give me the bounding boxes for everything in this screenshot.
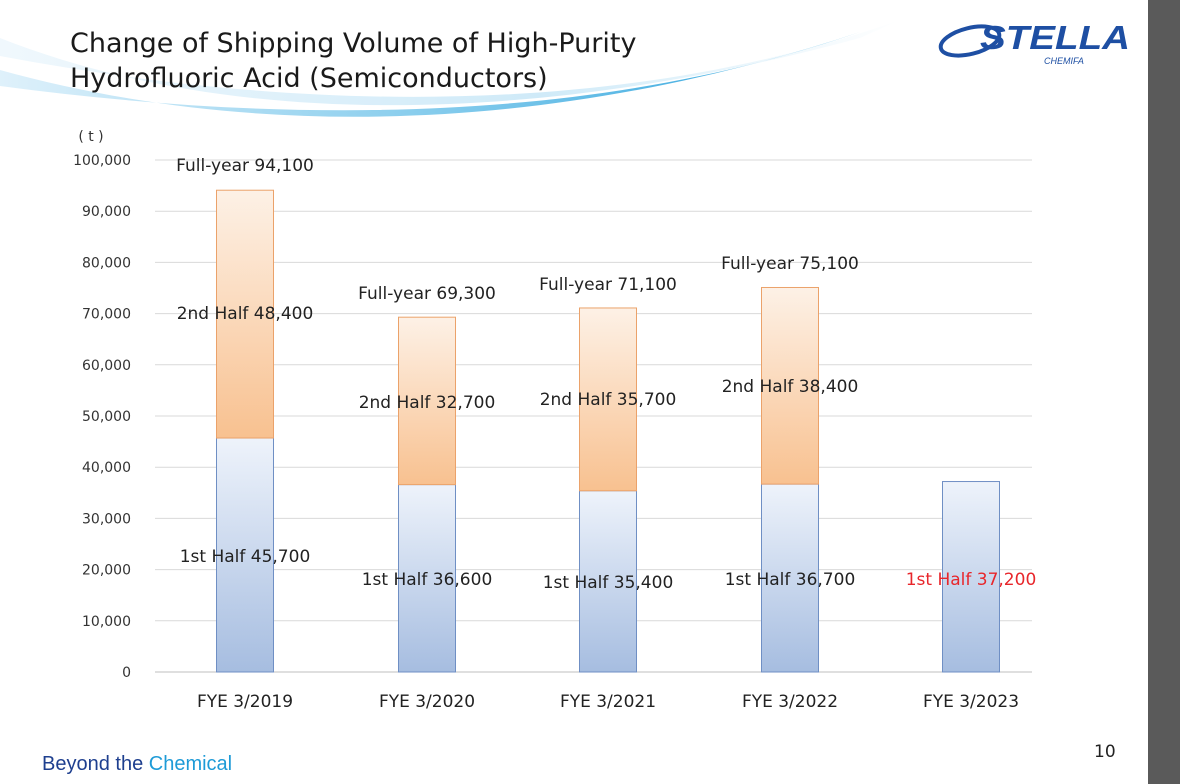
window-side-bar [1148, 0, 1180, 784]
data-label-first-half: 1st Half 36,600 [362, 570, 493, 590]
y-axis-unit-label: ( t ) [78, 129, 103, 145]
stella-chemifa-logo: STELLA CHEMIFA [938, 19, 1130, 66]
slide-title-line-2: Hydrofluoric Acid (Semiconductors) [70, 63, 548, 94]
data-label-first-half: 1st Half 36,700 [725, 570, 856, 590]
y-tick-label: 10,000 [82, 614, 131, 630]
data-label-second-half: 2nd Half 38,400 [722, 377, 859, 397]
y-tick-label: 70,000 [82, 307, 131, 323]
y-tick-label: 90,000 [82, 204, 131, 220]
page-number: 10 [1094, 742, 1116, 762]
footer-tagline: Beyond the Chemical [42, 753, 232, 776]
y-tick-label: 80,000 [82, 255, 131, 271]
y-tick-label: 50,000 [82, 409, 131, 425]
bar-second-half [579, 307, 637, 492]
y-tick-label: 20,000 [82, 563, 131, 579]
slide-title-line-1: Change of Shipping Volume of High-Purity [70, 28, 637, 59]
data-label-second-half: 2nd Half 35,700 [540, 390, 677, 410]
slide: Change of Shipping Volume of High-Purity… [0, 19, 1130, 776]
bar-second-half [761, 286, 819, 485]
chart-bars [216, 189, 1000, 673]
y-tick-label: 30,000 [82, 511, 131, 527]
x-tick-label: FYE 3/2021 [560, 692, 656, 712]
bar-second-half [216, 189, 274, 439]
x-tick-label: FYE 3/2023 [923, 692, 1019, 712]
chart-labels: ( t ) 0 10,000 20,000 30,000 40,000 50,000 60,0… [73, 129, 1036, 712]
logo-subtext: CHEMIFA [1044, 56, 1084, 66]
footer-tagline-part2: Chemical [148, 753, 233, 775]
bar-first-half [398, 484, 456, 673]
data-label-second-half: 2nd Half 48,400 [177, 304, 314, 324]
bar-second-half [398, 316, 456, 486]
bar-first-half [216, 437, 274, 673]
y-tick-label: 0 [122, 665, 131, 681]
logo-wordmark: STELLA [980, 19, 1130, 56]
data-label-second-half: 2nd Half 32,700 [359, 393, 496, 413]
data-label-full-year: Full-year 71,100 [539, 275, 677, 295]
x-tick-label: FYE 3/2020 [379, 692, 475, 712]
x-tick-label: FYE 3/2022 [742, 692, 838, 712]
footer-tagline-part1: Beyond the [42, 753, 144, 775]
data-label-full-year: Full-year 69,300 [358, 284, 496, 304]
data-label-first-half: 1st Half 45,700 [180, 547, 311, 567]
bar-first-half [761, 483, 819, 673]
slide-title: Change of Shipping Volume of High-Purity… [70, 26, 790, 96]
y-tick-label: 100,000 [73, 153, 131, 169]
shipping-volume-chart: ( t ) 0 10,000 20,000 30,000 40,000 50,000 60,0… [73, 129, 1036, 712]
x-tick-label: FYE 3/2019 [197, 692, 293, 712]
y-tick-label: 40,000 [82, 460, 131, 476]
data-label-full-year: Full-year 75,100 [721, 254, 859, 274]
data-label-full-year: Full-year 94,100 [176, 156, 314, 176]
data-label-first-half: 1st Half 35,400 [543, 573, 674, 593]
logo-ring [938, 24, 1002, 58]
bar-first-half [942, 481, 1000, 673]
y-tick-label: 60,000 [82, 358, 131, 374]
data-label-first-half: 1st Half 37,200 [906, 570, 1037, 590]
bar-first-half [579, 490, 637, 673]
